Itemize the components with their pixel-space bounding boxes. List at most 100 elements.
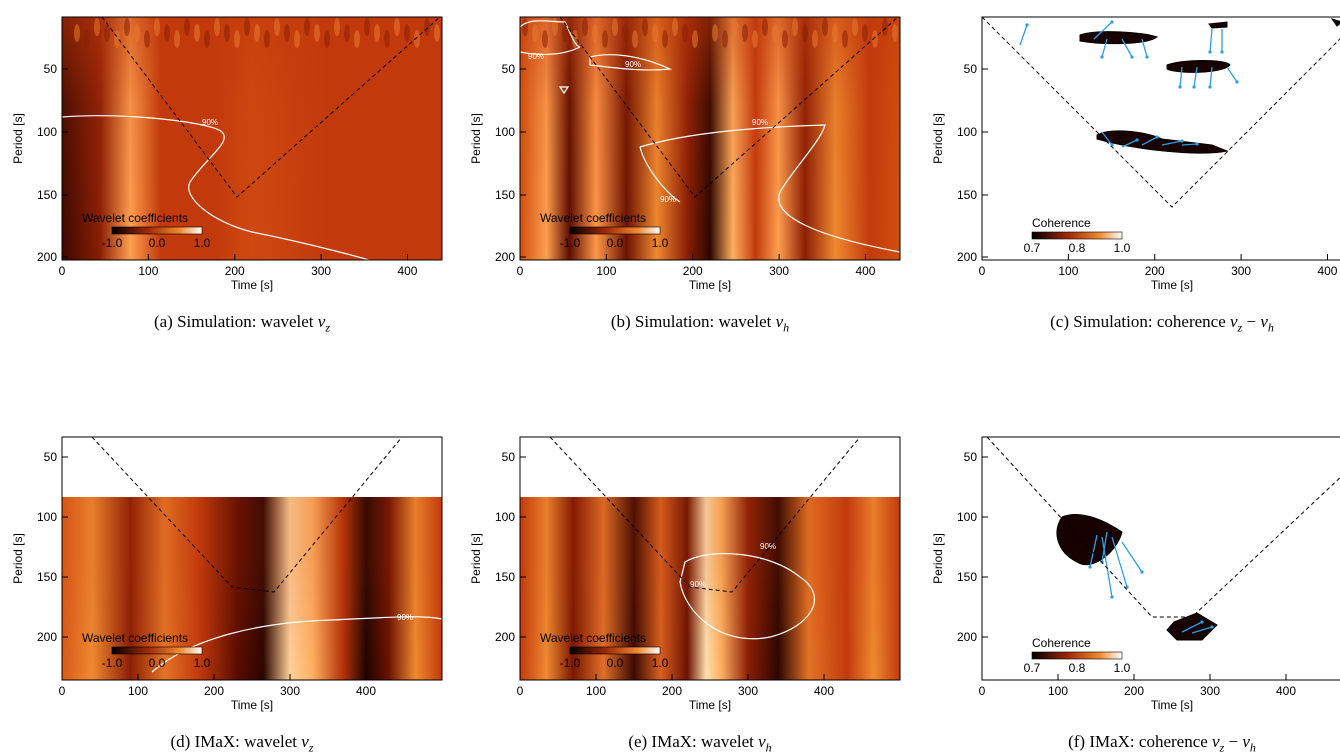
y-tick-label: 100 (37, 510, 57, 524)
contour-label: 90% (202, 118, 218, 127)
y-tick-label: 100 (957, 125, 977, 139)
plot-area: 90% 90% 90% 90% (520, 17, 900, 260)
colorbar-tick-label: 1.0 (1114, 661, 1131, 675)
contour-label: 90% (760, 542, 776, 551)
phase-arrow (1192, 66, 1198, 89)
x-tick-label: 100 (1048, 684, 1068, 698)
phase-arrow (1088, 534, 1098, 569)
contour-label: 90% (397, 613, 413, 622)
y-tick-label: 200 (957, 630, 977, 644)
colorbar-tick-label: 1.0 (1114, 241, 1131, 255)
y-axis-label: Period [s] (931, 533, 945, 584)
panel-caption: (e) IMaX: wavelet vh (628, 732, 772, 755)
phase-arrow (1226, 66, 1239, 84)
phase-arrow (1141, 135, 1159, 146)
phase-arrow (1121, 38, 1134, 59)
x-axis-label: Time [s] (231, 278, 273, 292)
x-tick-label: 200 (1145, 264, 1165, 278)
panel-b: 90% 90% 90% 90% 50 100 150 200 0 100 200 300 400 Time… (460, 9, 905, 299)
colorbar-tick-label: 0.0 (149, 236, 166, 250)
panel-d: 90% 50 100 150 200 0 100 200 300 400 Time [s] Perio… (2, 429, 447, 719)
y-tick-label: 200 (495, 250, 515, 264)
colorbar-tick-label: -1.0 (560, 656, 581, 670)
phase-arrow (1220, 29, 1224, 54)
y-tick-label: 100 (957, 510, 977, 524)
colorbar-tick-label: -1.0 (102, 236, 123, 250)
phase-arrow (1111, 536, 1129, 589)
y-axis-label: Period [s] (11, 113, 25, 164)
significance-contour (639, 124, 900, 253)
x-tick-label: 100 (128, 684, 148, 698)
colorbar-tick-label: 0.7 (1024, 241, 1041, 255)
contour-label: 90% (528, 52, 544, 61)
phase-arrow (1208, 66, 1213, 89)
colorbar-tick-label: 0.0 (607, 236, 624, 250)
y-tick-label: 50 (964, 62, 978, 76)
plot-frame (61, 436, 443, 681)
colorbar (569, 226, 661, 235)
phase-arrow (1208, 28, 1213, 54)
significance-contour (62, 115, 372, 260)
x-tick-label: 100 (1058, 264, 1078, 278)
x-tick-label: 200 (662, 684, 682, 698)
cone-of-influence (91, 437, 403, 593)
y-tick-label: 100 (37, 125, 57, 139)
contour-label: 90% (752, 118, 768, 127)
x-tick-label: 0 (59, 264, 66, 278)
phase-arrow (1181, 142, 1199, 146)
panel-f: 50 100 150 200 0 100 200 300 400 Time [s] Period [… (922, 429, 1340, 719)
colorbar-tick-label: 0.8 (1069, 661, 1086, 675)
panel-caption: (c) Simulation: coherence vz − vh (1050, 312, 1274, 335)
colorbar (1031, 231, 1123, 240)
x-tick-label: 300 (738, 684, 758, 698)
colorbar (111, 646, 203, 655)
colorbar-tick-label: 0.7 (1024, 661, 1041, 675)
plot-frame (981, 436, 1340, 681)
x-tick-label: 0 (59, 684, 66, 698)
x-tick-label: 300 (1200, 684, 1220, 698)
colorbar-tick-label: 0.0 (607, 656, 624, 670)
plot-area (982, 437, 1340, 680)
coherence-region (1056, 514, 1123, 566)
colorbar-tick-label: -1.0 (102, 656, 123, 670)
colorbar-title: Wavelet coefficients (82, 211, 188, 225)
y-tick-label: 50 (502, 450, 516, 464)
phase-arrow (1093, 20, 1114, 40)
panel-caption: (b) Simulation: wavelet vh (610, 312, 790, 335)
colorbar (111, 226, 203, 235)
x-tick-label: 300 (311, 264, 331, 278)
panel-e-plot: 90% 90% 50 100 150 200 0 100 200 300 400 Time [s] Pe… (469, 436, 901, 712)
panel-caption: (d) IMaX: wavelet vz (170, 732, 314, 755)
x-tick-label: 200 (683, 264, 703, 278)
x-tick-label: 400 (1317, 264, 1337, 278)
x-tick-label: 400 (814, 684, 834, 698)
y-tick-label: 150 (37, 188, 57, 202)
y-tick-label: 50 (44, 62, 58, 76)
panel-e: 90% 90% 50 100 150 200 0 100 200 300 400 Time [s] Pe… (460, 429, 905, 719)
plot-frame (61, 16, 443, 261)
y-tick-label: 200 (37, 250, 57, 264)
phase-arrow (1100, 38, 1108, 59)
x-tick-label: 0 (979, 264, 986, 278)
x-tick-label: 100 (586, 684, 606, 698)
y-tick-label: 50 (44, 450, 58, 464)
y-tick-label: 50 (964, 450, 978, 464)
x-tick-label: 0 (979, 684, 986, 698)
significance-contour (558, 86, 570, 95)
y-tick-label: 150 (957, 570, 977, 584)
colorbar-title: Coherence (1032, 636, 1091, 650)
x-tick-label: 0 (517, 264, 524, 278)
coherence-region (1166, 60, 1231, 73)
significance-contour (520, 20, 581, 55)
panel-caption: (f) IMaX: coherence vz − vh (1068, 732, 1256, 755)
y-tick-label: 150 (957, 188, 977, 202)
y-tick-label: 50 (502, 62, 516, 76)
phase-arrow (1181, 620, 1204, 633)
y-tick-label: 100 (495, 125, 515, 139)
contour-label: 90% (690, 580, 706, 589)
cone-of-influence (559, 17, 899, 198)
phase-arrow (1121, 541, 1144, 574)
x-axis-label: Time [s] (1151, 278, 1193, 292)
y-tick-label: 150 (495, 188, 515, 202)
